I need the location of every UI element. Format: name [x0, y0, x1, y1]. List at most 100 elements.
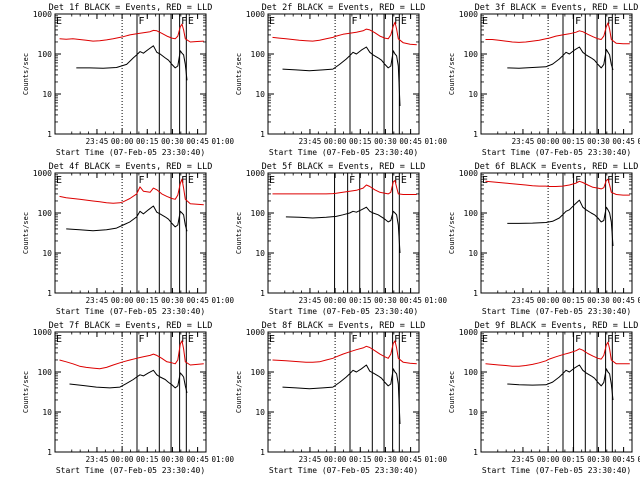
y-axis-label: Counts/sec	[235, 212, 243, 254]
events-series-line	[507, 46, 614, 71]
y-tick-label: 1	[473, 448, 478, 457]
x-tick-label: 00:15	[562, 455, 585, 464]
interval-marker-label: F	[181, 334, 187, 345]
x-tick-label: 00:30	[161, 296, 184, 305]
y-axis-label: Counts/sec	[448, 371, 456, 413]
interval-marker-label: F	[575, 16, 581, 27]
x-tick-label: 00:15	[136, 137, 159, 146]
x-tick-label: 00:30	[161, 455, 184, 464]
x-tick-label: 00:15	[136, 455, 159, 464]
interval-marker-label: F	[394, 16, 400, 27]
x-tick-label: 23:45	[299, 296, 322, 305]
x-tick-label: 00:00	[111, 296, 134, 305]
panel-det-6: Det 6f BLACK = Events, RED = LLD Counts/s…	[448, 162, 640, 316]
plot-area	[485, 341, 630, 401]
y-tick-label: 100	[38, 209, 53, 218]
x-tick-label: 23:45	[86, 455, 109, 464]
events-series-line	[66, 205, 188, 232]
lld-series-line	[485, 22, 630, 45]
panel-det-2: Det 2f BLACK = Events, RED = LLD Counts/s…	[235, 3, 448, 157]
interval-marker-label: F	[181, 16, 187, 27]
y-tick-label: 100	[251, 209, 266, 218]
y-tick-label: 10	[42, 408, 52, 417]
panel-det-1: Det 1f BLACK = Events, RED = LLD Counts/s…	[22, 3, 235, 157]
x-tick-label: 00:45	[399, 137, 422, 146]
x-tick-label: 00:15	[349, 137, 372, 146]
x-tick-label: 00:30	[161, 137, 184, 146]
y-axis-label: Counts/sec	[235, 371, 243, 413]
interval-marker-label: F	[181, 175, 187, 186]
x-tick-label: 00:00	[324, 137, 347, 146]
x-tick-label: 00:00	[111, 137, 134, 146]
interval-marker-label: F	[607, 175, 613, 186]
plot-frame	[54, 13, 207, 135]
interval-marker-label: F	[394, 175, 400, 186]
interval-label-e: E	[56, 334, 62, 345]
y-tick-label: 100	[38, 368, 53, 377]
plot-frame	[480, 172, 633, 294]
plot-area	[272, 21, 417, 107]
y-tick-label: 1	[260, 448, 265, 457]
y-tick-label: 1000	[33, 328, 52, 337]
y-tick-label: 10	[468, 90, 478, 99]
x-tick-label: 00:30	[374, 455, 397, 464]
y-tick-label: 1000	[246, 328, 265, 337]
events-series-line	[76, 45, 188, 81]
x-tick-label: 00:00	[324, 296, 347, 305]
y-tick-label: 100	[464, 50, 479, 59]
interval-label-e: E	[269, 16, 275, 27]
y-axis-label: Counts/sec	[22, 212, 30, 254]
interval-label-e: E	[56, 175, 62, 186]
x-axis-label: Start Time (07-Feb-05 23:30:40)	[269, 307, 418, 316]
panel-title: Det 5f BLACK = Events, RED = LLD	[262, 162, 426, 172]
lld-series-line	[272, 21, 417, 46]
plot-area	[59, 178, 204, 232]
plot-area	[485, 22, 630, 71]
plot-frame	[54, 172, 207, 294]
x-axis-label: Start Time (07-Feb-05 23:30:40)	[56, 307, 205, 316]
interval-label-e: E	[56, 16, 62, 27]
lld-series-line	[485, 341, 630, 367]
x-tick-label: 00:00	[537, 137, 560, 146]
x-tick-label: 01:00	[424, 296, 447, 305]
interval-label-e: E	[482, 16, 488, 27]
panel-title: Det 6f BLACK = Events, RED = LLD	[475, 162, 639, 172]
interval-marker-label: E	[401, 175, 407, 186]
x-tick-label: 00:45	[186, 296, 209, 305]
panel-title: Det 9f BLACK = Events, RED = LLD	[475, 321, 639, 331]
panel-title: Det 8f BLACK = Events, RED = LLD	[262, 321, 426, 331]
interval-marker-label: E	[401, 334, 407, 345]
x-tick-label: 01:00	[211, 137, 234, 146]
panel-title: Det 1f BLACK = Events, RED = LLD	[49, 3, 213, 13]
plot-area	[272, 340, 417, 425]
y-tick-label: 1	[260, 289, 265, 298]
interval-marker-label: E	[188, 334, 194, 345]
y-tick-label: 1000	[459, 328, 478, 337]
x-tick-label: 23:45	[512, 455, 535, 464]
y-axis-label: Counts/sec	[448, 53, 456, 95]
lld-series-line	[59, 23, 204, 43]
interval-marker-label: F	[351, 16, 357, 27]
x-tick-label: 00:30	[374, 296, 397, 305]
interval-marker-label: E	[188, 16, 194, 27]
y-tick-label: 1	[47, 448, 52, 457]
x-tick-label: 01:00	[637, 455, 640, 464]
plot-area	[272, 180, 417, 254]
x-tick-label: 23:45	[512, 137, 535, 146]
plot-frame	[54, 331, 207, 453]
x-tick-label: 00:30	[587, 137, 610, 146]
y-tick-label: 100	[464, 368, 479, 377]
x-tick-label: 00:30	[587, 296, 610, 305]
x-axis-label: Start Time (07-Feb-05 23:30:40)	[56, 466, 205, 475]
panel-det-7: Det 7f BLACK = Events, RED = LLD Counts/s…	[22, 321, 235, 475]
plot-frame	[267, 172, 420, 294]
y-axis-label: Counts/sec	[22, 53, 30, 95]
y-tick-label: 100	[251, 50, 266, 59]
panel-det-8: Det 8f BLACK = Events, RED = LLD Counts/s…	[235, 321, 448, 475]
events-series-line	[282, 364, 401, 425]
x-axis-label: Start Time (07-Feb-05 23:30:40)	[482, 466, 631, 475]
events-series-line	[282, 46, 401, 107]
x-tick-label: 00:00	[537, 296, 560, 305]
events-series-line	[507, 199, 614, 247]
